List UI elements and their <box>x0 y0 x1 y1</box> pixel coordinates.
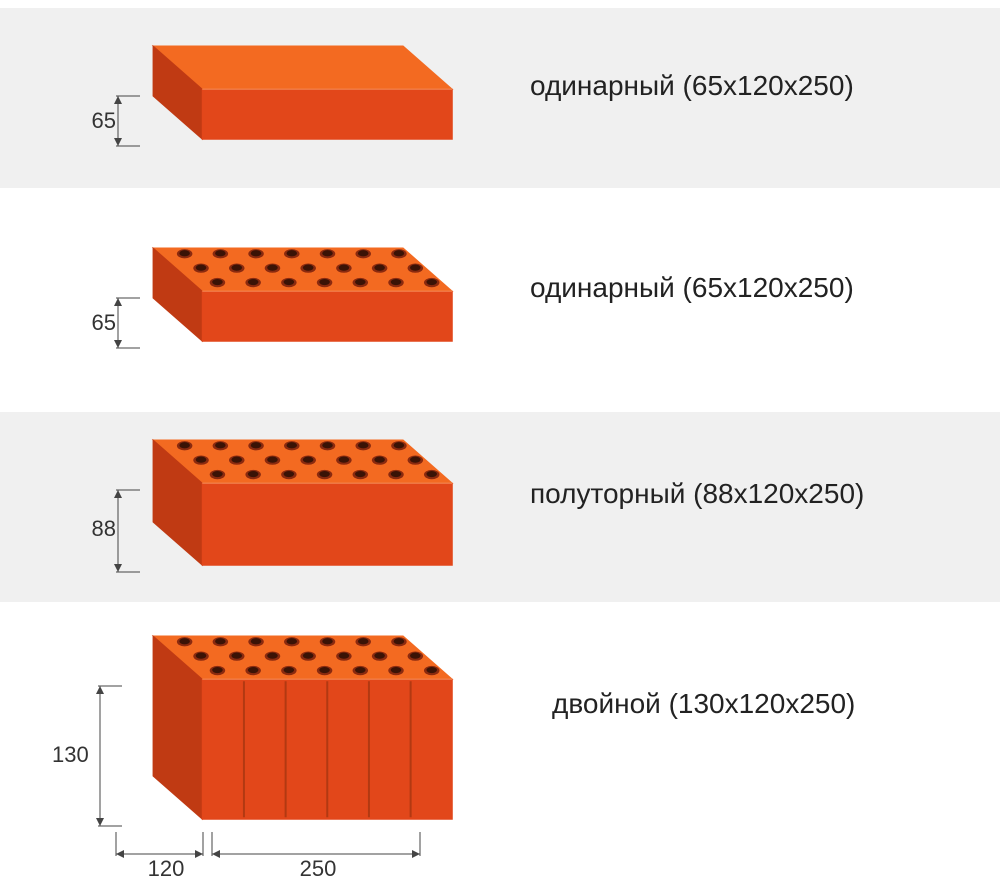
width-dim-label: 120 <box>136 856 196 882</box>
brick-r2 <box>153 248 452 341</box>
height-dim-label: 65 <box>80 310 116 336</box>
brick-type-label: одинарный (65x120x250) <box>530 272 854 304</box>
height-dim-label: 130 <box>52 742 88 768</box>
height-dim-label: 88 <box>80 516 116 542</box>
brick-r1 <box>153 46 452 139</box>
brick-type-label: одинарный (65x120x250) <box>530 70 854 102</box>
row-band <box>0 620 1000 870</box>
brick-type-label: полуторный (88x120x250) <box>530 478 864 510</box>
width-dim-label: 250 <box>288 856 348 882</box>
brick-r3 <box>153 440 452 565</box>
diagram-svg <box>0 0 1000 889</box>
brick-r4 <box>153 636 452 819</box>
height-dim-label: 65 <box>80 108 116 134</box>
brick-type-label: двойной (130x120x250) <box>552 688 855 720</box>
brick-size-infographic: 65 одинарный (65x120x250) 65 одинарный (65x… <box>0 0 1000 889</box>
